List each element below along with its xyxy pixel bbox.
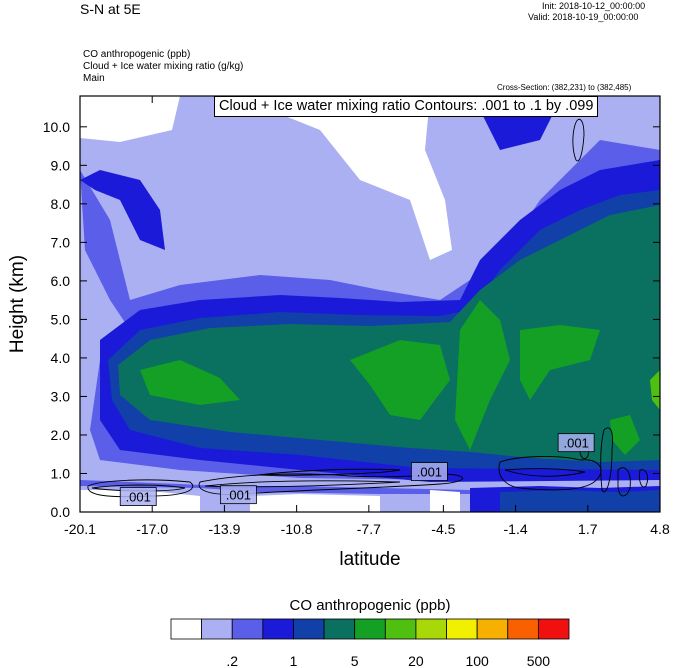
- contour-label: .001: [557, 433, 595, 453]
- y-tick-label: 1.0: [51, 465, 71, 481]
- x-tick-label: -20.1: [64, 521, 96, 537]
- cloud-contour-8: [600, 427, 613, 493]
- colorbar-label: 20: [408, 653, 424, 668]
- y-axis-label: Height (km): [7, 254, 28, 354]
- x-tick-label: -17.0: [136, 521, 168, 537]
- valid-time: Valid: 2018-10-19_00:00:00: [528, 12, 639, 22]
- field-label-co: CO anthropogenic (ppb): [83, 49, 191, 60]
- cloud-contour-5: [257, 468, 401, 476]
- contour-label-box: [219, 485, 257, 505]
- contour-label-text: .001: [417, 465, 442, 480]
- colorbar: .2 1 5 20 100 500: [170, 618, 570, 668]
- y-tick-label: 7.0: [51, 234, 71, 250]
- y-tick-label: 3.0: [51, 388, 71, 404]
- cloud-contour-12: [572, 118, 585, 162]
- field-surface-white: [80, 490, 460, 512]
- colorbar-title: CO anthropogenic (ppb): [289, 597, 451, 614]
- cross-section-label: Cross-Section: (382,231) to (382,485): [497, 83, 632, 92]
- x-tick-label: -13.9: [208, 521, 240, 537]
- x-axis-label: latitude: [339, 549, 401, 570]
- y-tick-label: 0.0: [51, 504, 71, 520]
- colorbar-swatch: [415, 618, 447, 640]
- cloud-contour-6: [498, 456, 602, 491]
- y-tick-label: 2.0: [51, 427, 71, 443]
- colorbar-label: 5: [351, 653, 359, 668]
- x-tick-label: -10.8: [281, 521, 313, 537]
- x-tick-label: 4.8: [650, 521, 670, 537]
- contour-label: .001: [410, 462, 448, 481]
- colorbar-swatch: [354, 618, 386, 640]
- contour-labels: .001 .001 .001 .001: [119, 433, 595, 506]
- y-tick-label: 8.0: [51, 196, 71, 212]
- axis-ticks: -20.1 -17.0 -13.9 -10.8 -7.7 -4.5 -1.4 1.7 4.8 0.…: [43, 96, 670, 537]
- contour-info-box: Cloud + Ice water mixing ratio Contours:…: [214, 96, 599, 117]
- field-surface-darkblue: [500, 490, 660, 512]
- contour-label: .001: [219, 485, 257, 505]
- field-white-top: [80, 96, 560, 260]
- colorbar-swatch: [507, 618, 539, 640]
- colorbar-swatch: [201, 618, 233, 640]
- plot-title: S-N at 5E: [80, 1, 141, 17]
- colorbar-swatch: [323, 618, 356, 640]
- contour-label: .001: [119, 487, 157, 506]
- field-green: [140, 300, 640, 455]
- field-label-cloud: Cloud + Ice water mixing ratio (g/kg): [83, 61, 244, 72]
- field-light-green: [650, 370, 660, 410]
- colorbar-swatch: [384, 618, 417, 640]
- cloud-contour-9: [617, 467, 631, 497]
- colorbar-swatch: [170, 618, 203, 640]
- colorbar-swatch: [231, 618, 264, 640]
- colorbar-swatch: [262, 618, 294, 640]
- cloud-contour-7: [504, 468, 586, 477]
- x-tick-label: -7.7: [357, 521, 381, 537]
- x-tick-label: -1.4: [504, 521, 528, 537]
- colorbar-swatch: [446, 618, 478, 640]
- cloud-contour-1: [87, 479, 194, 498]
- colorbar-label: 500: [527, 653, 551, 668]
- y-tick-label: 6.0: [51, 273, 71, 289]
- contour-label-text: .001: [126, 490, 151, 505]
- colorbar-swatch: [476, 618, 509, 640]
- y-tick-label: 5.0: [51, 311, 71, 327]
- x-tick-label: -4.5: [431, 521, 455, 537]
- y-tick-label: 10.0: [43, 119, 70, 135]
- contour-label-box: [557, 433, 595, 453]
- init-time: Init: 2018-10-12_00:00:00: [542, 1, 646, 11]
- contour-label-box: [119, 487, 157, 506]
- contour-label-box: [410, 462, 448, 481]
- contour-label-text: .001: [563, 436, 588, 451]
- cloud-contour-11: [639, 469, 649, 488]
- colorbar-label: 1: [290, 653, 298, 668]
- colorbar-label: .2: [226, 653, 238, 668]
- y-tick-label: 9.0: [51, 157, 71, 173]
- colorbar-swatch: [293, 618, 325, 640]
- colorbar-swatch: [537, 618, 570, 640]
- field-label-main: Main: [83, 73, 105, 84]
- cloud-contour-4: [204, 480, 401, 488]
- cloud-contours: [87, 118, 649, 498]
- contour-label-text: .001: [226, 488, 251, 503]
- field-teal: [118, 205, 660, 462]
- colorbar-label: 100: [465, 653, 489, 668]
- y-tick-label: 4.0: [51, 350, 71, 366]
- x-tick-label: 1.7: [578, 521, 598, 537]
